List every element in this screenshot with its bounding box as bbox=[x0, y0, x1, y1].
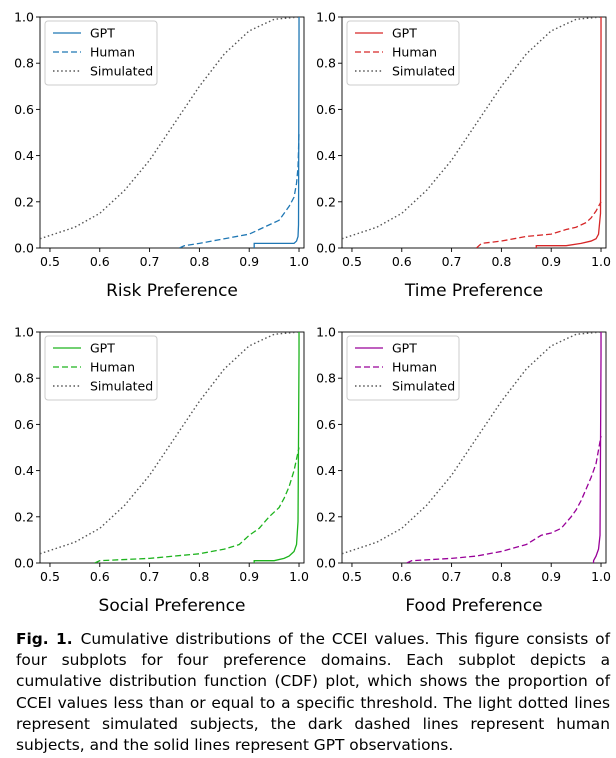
x-tick-label: 0.8 bbox=[491, 569, 511, 584]
y-tick-label: 0.8 bbox=[316, 56, 336, 71]
x-tick-label: 0.5 bbox=[342, 569, 362, 584]
y-tick-label: 1.0 bbox=[14, 325, 34, 340]
x-tick-label: 0.8 bbox=[491, 254, 511, 269]
chart-panel-3: 0.5 0.6 0.7 0.8 0.9 1.0 0.0 0.2 0.4 0.6 0.8 1.0 GPT H… bbox=[14, 325, 309, 617]
plot-frame bbox=[341, 331, 607, 564]
y-tick-label: 0.4 bbox=[316, 463, 336, 478]
y-tick-label: 0.0 bbox=[316, 556, 336, 571]
legend-label-gpt: GPT bbox=[392, 26, 417, 41]
plot-frame bbox=[39, 16, 305, 249]
chart-title: Risk Preference bbox=[106, 281, 238, 301]
y-tick-label: 0.6 bbox=[14, 102, 34, 117]
y-tick-label: 0.2 bbox=[14, 194, 34, 209]
y-tick-label: 0.4 bbox=[14, 148, 34, 163]
x-tick-label: 1.0 bbox=[591, 254, 611, 269]
series-line-gpt bbox=[535, 17, 602, 248]
caption-text: Cumulative distributions of the CCEI val… bbox=[16, 630, 610, 755]
x-tick-label: 0.5 bbox=[40, 254, 60, 269]
x-tick-label: 1.0 bbox=[289, 254, 309, 269]
plot-frame bbox=[39, 331, 305, 564]
y-tick-label: 0.0 bbox=[14, 241, 34, 256]
x-tick-label: 0.6 bbox=[392, 569, 412, 584]
y-tick-label: 0.2 bbox=[14, 509, 34, 524]
chart-title: Social Preference bbox=[99, 596, 246, 616]
x-tick-label: 1.0 bbox=[591, 569, 611, 584]
legend: GPT Human Simulated bbox=[44, 335, 158, 401]
x-tick-label: 0.6 bbox=[90, 569, 110, 584]
chart-title: Food Preference bbox=[405, 596, 542, 616]
legend-box bbox=[346, 335, 460, 401]
x-tick-label: 0.8 bbox=[189, 254, 209, 269]
legend-label-simulated: Simulated bbox=[392, 64, 455, 79]
y-tick-label: 0.6 bbox=[316, 417, 336, 432]
y-tick-label: 0.6 bbox=[316, 102, 336, 117]
x-tick-label: 0.9 bbox=[239, 254, 259, 269]
x-tick-label: 0.5 bbox=[40, 569, 60, 584]
y-tick-label: 0.4 bbox=[14, 463, 34, 478]
series-line-gpt bbox=[592, 332, 602, 563]
legend: GPT Human Simulated bbox=[346, 20, 460, 86]
cdf-figure: 0.5 0.6 0.7 0.8 0.9 1.0 0.0 0.2 0.4 0.6 0.8 1.0 GPT H… bbox=[14, 10, 611, 617]
legend-label-simulated: Simulated bbox=[392, 379, 455, 394]
legend-label-human: Human bbox=[392, 360, 437, 375]
legend-label-simulated: Simulated bbox=[90, 379, 153, 394]
series-line-human bbox=[406, 435, 602, 563]
series-line-human bbox=[94, 447, 300, 563]
y-tick-label: 0.8 bbox=[14, 371, 34, 386]
y-tick-label: 1.0 bbox=[316, 10, 336, 25]
y-tick-label: 0.6 bbox=[14, 417, 34, 432]
chart-panel-1: 0.5 0.6 0.7 0.8 0.9 1.0 0.0 0.2 0.4 0.6 0.8 1.0 GPT H… bbox=[14, 10, 309, 302]
caption-label: Fig. 1. bbox=[16, 630, 73, 648]
legend-label-human: Human bbox=[392, 45, 437, 60]
legend-label-gpt: GPT bbox=[90, 26, 115, 41]
y-tick-label: 0.4 bbox=[316, 148, 336, 163]
legend-label-gpt: GPT bbox=[392, 341, 417, 356]
x-tick-label: 0.5 bbox=[342, 254, 362, 269]
legend-label-simulated: Simulated bbox=[90, 64, 153, 79]
y-tick-label: 0.2 bbox=[316, 509, 336, 524]
chart-title: Time Preference bbox=[404, 281, 543, 301]
x-tick-label: 0.8 bbox=[189, 569, 209, 584]
figure-caption: Fig. 1. Cumulative distributions of the C… bbox=[16, 629, 610, 756]
y-tick-label: 0.0 bbox=[14, 556, 34, 571]
y-tick-label: 0.2 bbox=[316, 194, 336, 209]
series-line-gpt bbox=[253, 332, 300, 563]
x-tick-label: 0.6 bbox=[392, 254, 412, 269]
y-tick-label: 0.8 bbox=[316, 371, 336, 386]
x-tick-label: 0.7 bbox=[442, 254, 462, 269]
y-tick-label: 0.0 bbox=[316, 241, 336, 256]
legend: GPT Human Simulated bbox=[44, 20, 158, 86]
x-tick-label: 0.6 bbox=[90, 254, 110, 269]
x-tick-label: 0.7 bbox=[140, 254, 160, 269]
x-tick-label: 0.9 bbox=[239, 569, 259, 584]
legend-label-human: Human bbox=[90, 360, 135, 375]
chart-panel-4: 0.5 0.6 0.7 0.8 0.9 1.0 0.0 0.2 0.4 0.6 0.8 1.0 GPT H… bbox=[316, 325, 611, 617]
y-tick-label: 1.0 bbox=[14, 10, 34, 25]
x-tick-label: 0.9 bbox=[541, 254, 561, 269]
series-line-human bbox=[179, 132, 300, 248]
series-line-human bbox=[476, 201, 602, 248]
series-line-gpt bbox=[253, 17, 300, 248]
y-tick-label: 1.0 bbox=[316, 325, 336, 340]
plot-frame bbox=[341, 16, 607, 249]
x-tick-label: 0.7 bbox=[140, 569, 160, 584]
chart-panel-2: 0.5 0.6 0.7 0.8 0.9 1.0 0.0 0.2 0.4 0.6 0.8 1.0 GPT H… bbox=[316, 10, 611, 302]
legend-label-gpt: GPT bbox=[90, 341, 115, 356]
legend: GPT Human Simulated bbox=[346, 335, 460, 401]
x-tick-label: 1.0 bbox=[289, 569, 309, 584]
legend-label-human: Human bbox=[90, 45, 135, 60]
x-tick-label: 0.7 bbox=[442, 569, 462, 584]
legend-box bbox=[44, 20, 158, 86]
legend-box bbox=[346, 20, 460, 86]
y-tick-label: 0.8 bbox=[14, 56, 34, 71]
legend-box bbox=[44, 335, 158, 401]
x-tick-label: 0.9 bbox=[541, 569, 561, 584]
